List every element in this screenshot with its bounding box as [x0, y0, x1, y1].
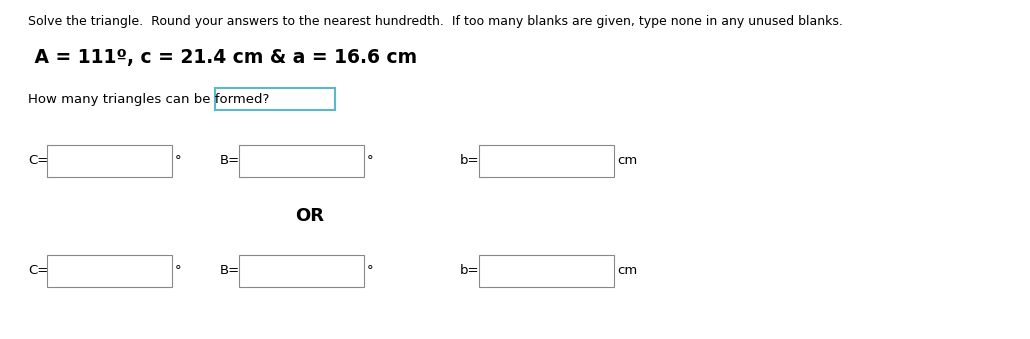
- Text: cm: cm: [617, 155, 638, 167]
- Text: C=: C=: [28, 155, 48, 167]
- FancyBboxPatch shape: [47, 145, 172, 177]
- Text: A = 111º, c = 21.4 cm & a = 16.6 cm: A = 111º, c = 21.4 cm & a = 16.6 cm: [28, 48, 417, 67]
- FancyBboxPatch shape: [479, 145, 614, 177]
- Text: B=: B=: [220, 264, 240, 278]
- Text: cm: cm: [617, 264, 638, 278]
- FancyBboxPatch shape: [239, 145, 364, 177]
- Text: °: °: [367, 155, 374, 167]
- Text: How many triangles can be formed?: How many triangles can be formed?: [28, 93, 270, 106]
- FancyBboxPatch shape: [479, 255, 614, 287]
- Text: b=: b=: [460, 264, 480, 278]
- Text: B=: B=: [220, 155, 240, 167]
- FancyBboxPatch shape: [239, 255, 364, 287]
- Text: °: °: [175, 155, 181, 167]
- Text: C=: C=: [28, 264, 48, 278]
- Text: °: °: [175, 264, 181, 278]
- Text: °: °: [367, 264, 374, 278]
- Text: Solve the triangle.  Round your answers to the nearest hundredth.  If too many b: Solve the triangle. Round your answers t…: [28, 15, 843, 28]
- FancyBboxPatch shape: [215, 88, 335, 110]
- Text: OR: OR: [296, 207, 324, 225]
- FancyBboxPatch shape: [47, 255, 172, 287]
- Text: b=: b=: [460, 155, 480, 167]
